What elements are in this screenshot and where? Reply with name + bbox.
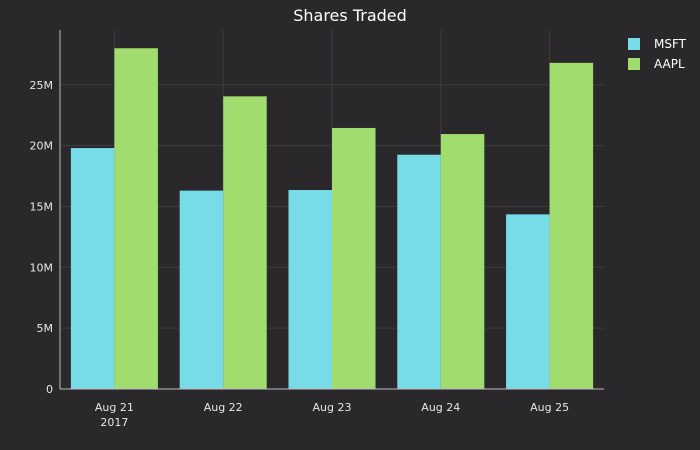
legend-label: MSFT <box>654 37 687 51</box>
bar-aapl-0[interactable] <box>114 48 158 389</box>
bars <box>70 48 594 389</box>
axes <box>59 30 604 390</box>
bar-aapl-2[interactable] <box>332 127 376 389</box>
chart-title: Shares Traded <box>293 6 407 25</box>
legend-swatch <box>628 38 640 50</box>
legend-label: AAPL <box>654 57 685 71</box>
x-tick-label: Aug 21 <box>95 401 134 414</box>
legend[interactable]: MSFT AAPL <box>628 37 687 71</box>
legend-swatch <box>628 58 640 70</box>
bar-msft-2[interactable] <box>288 190 332 389</box>
y-tick-label: 15M <box>30 200 54 213</box>
x-tick-label: Aug 23 <box>313 401 352 414</box>
bar-msft-0[interactable] <box>70 148 115 389</box>
x-tick-label: Aug 22 <box>204 401 243 414</box>
x-tick-label: Aug 25 <box>530 401 569 414</box>
y-tick-label: 5M <box>37 322 54 335</box>
y-tick-label: 10M <box>30 261 54 274</box>
legend-item-aapl[interactable]: AAPL <box>628 57 685 71</box>
y-tick-label: 25M <box>30 79 54 92</box>
bar-aapl-4[interactable] <box>549 62 594 389</box>
bar-aapl-3[interactable] <box>440 134 485 389</box>
bar-msft-1[interactable] <box>179 190 224 389</box>
y-tick-label: 20M <box>30 140 54 153</box>
y-axis-ticks: 0 5M 10M 15M 20M 25M <box>30 79 54 396</box>
x-tick-label: Aug 24 <box>421 401 460 414</box>
x-tick-sublabel: 2017 <box>100 416 128 429</box>
y-tick-label: 0 <box>46 383 53 396</box>
x-axis-ticks: Aug 21 2017 Aug 22 Aug 23 Aug 24 Aug 25 <box>95 401 569 429</box>
bar-msft-3[interactable] <box>397 154 441 389</box>
bar-msft-4[interactable] <box>506 214 550 389</box>
legend-item-msft[interactable]: MSFT <box>628 37 687 51</box>
bar-aapl-1[interactable] <box>223 96 267 389</box>
